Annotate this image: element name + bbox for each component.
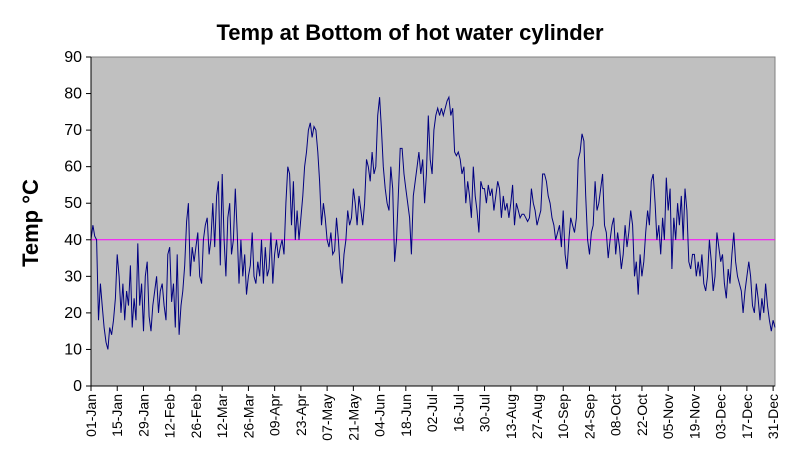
x-tick-label: 09-Apr: [267, 394, 283, 436]
chart-title: Temp at Bottom of hot water cylinder: [216, 20, 604, 45]
x-tick-label: 24-Sep: [581, 394, 597, 439]
x-tick-label: 10-Sep: [555, 394, 571, 439]
x-tick-label: 03-Dec: [713, 394, 729, 439]
series-line: [90, 95, 776, 350]
x-tick-label: 23-Apr: [293, 394, 309, 436]
x-tick-label: 12-Mar: [214, 394, 230, 439]
x-tick-label: 08-Oct: [608, 394, 624, 436]
x-tick-label: 05-Nov: [660, 394, 676, 439]
x-tick-label: 19-Nov: [686, 394, 702, 439]
x-tick-label: 17-Dec: [739, 394, 755, 439]
x-tick-label: 22-Oct: [634, 394, 650, 436]
x-tick-label: 26-Mar: [240, 394, 256, 439]
y-axis: 0 10 20 30 40 50 60 70 80 90: [64, 49, 91, 395]
y-tick-label: 20: [64, 305, 82, 322]
x-tick-label: 12-Feb: [162, 394, 178, 439]
x-tick-label: 01-Jan: [83, 394, 99, 437]
x-tick-label: 27-Aug: [529, 394, 545, 439]
y-tick-label: 50: [64, 195, 82, 212]
x-tick-label: 29-Jan: [135, 394, 151, 437]
y-tick-label: 30: [64, 268, 82, 285]
x-tick-label: 04-Jun: [372, 394, 388, 437]
x-tick-label: 21-May: [345, 394, 361, 441]
x-tick-label: 31-Dec: [765, 394, 781, 439]
y-tick-label: 60: [64, 159, 82, 176]
y-tick-label: 70: [64, 122, 82, 139]
y-tick-label: 0: [73, 378, 82, 395]
x-tick-label: 15-Jan: [109, 394, 125, 437]
x-tick-label: 26-Feb: [188, 394, 204, 439]
y-axis-label: Temp °C: [18, 179, 43, 267]
x-axis: 01-Jan 15-Jan 29-Jan 12-Feb 26-Feb 12-Mar 26-M…: [83, 386, 781, 441]
x-tick-label: 16-Jul: [450, 394, 466, 432]
plot-area: [90, 56, 776, 387]
y-tick-label: 40: [64, 232, 82, 249]
y-tick-label: 90: [64, 49, 82, 66]
x-tick-label: 02-Jul: [424, 394, 440, 432]
x-tick-label: 30-Jul: [477, 394, 493, 432]
y-tick-label: 10: [64, 341, 82, 358]
x-tick-label: 18-Jun: [398, 394, 414, 437]
x-tick-label: 07-May: [319, 394, 335, 441]
y-tick-label: 80: [64, 86, 82, 103]
x-tick-label: 13-Aug: [503, 394, 519, 439]
